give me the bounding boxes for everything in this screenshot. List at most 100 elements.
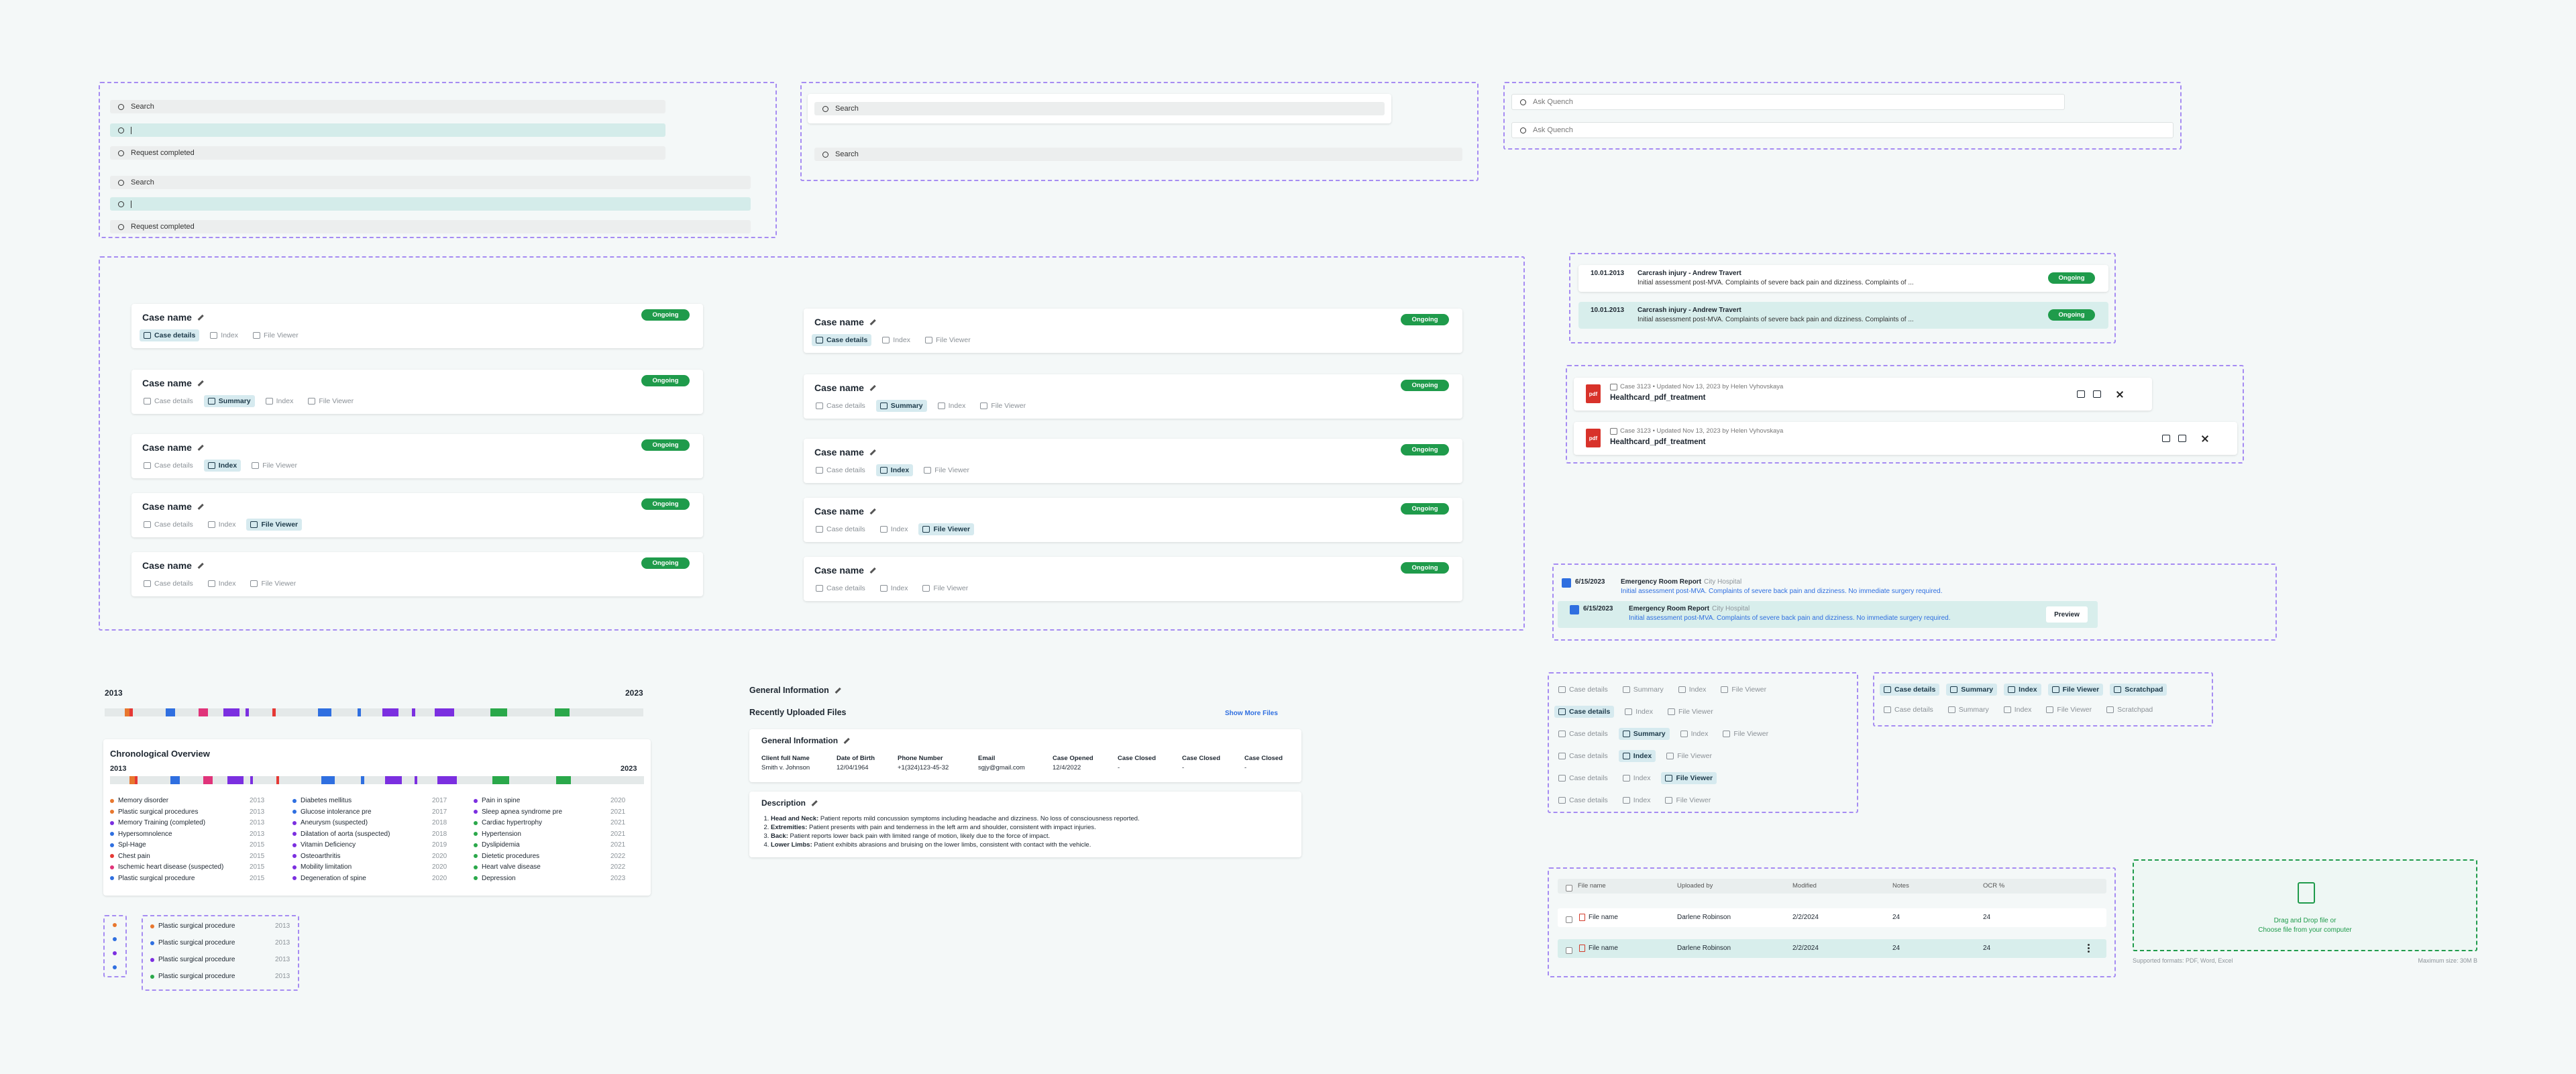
tab[interactable]: Index bbox=[934, 400, 970, 412]
tab[interactable]: Index bbox=[262, 395, 298, 407]
row-menu[interactable] bbox=[2088, 944, 2090, 953]
tab[interactable]: Case details bbox=[812, 523, 869, 535]
tab[interactable]: File Viewer bbox=[1662, 750, 1716, 762]
tab[interactable]: Index bbox=[206, 329, 242, 341]
tab[interactable]: Case details bbox=[812, 464, 869, 476]
tab[interactable]: Scratchpad bbox=[2110, 684, 2167, 696]
select-all[interactable] bbox=[1566, 883, 1572, 895]
ask-input[interactable]: Ask Quench bbox=[1511, 94, 2065, 110]
tab[interactable]: File Viewer bbox=[1661, 772, 1717, 784]
tab[interactable]: Index bbox=[1619, 794, 1655, 806]
add-button[interactable] bbox=[2093, 390, 2101, 398]
tab[interactable]: File Viewer bbox=[1664, 706, 1717, 718]
tab[interactable]: Index bbox=[875, 464, 914, 476]
comment-button[interactable] bbox=[2162, 435, 2170, 442]
event-row[interactable]: 10.01.2013 Carcrash injury - Andrew Trave… bbox=[1578, 265, 2108, 292]
tab[interactable]: Case details bbox=[1554, 794, 1612, 806]
tab[interactable]: Case details bbox=[1554, 750, 1612, 762]
ask-input[interactable]: Ask Quench bbox=[1511, 122, 2174, 138]
pdf-row[interactable]: pdf Case 3123 • Updated Nov 13, 2023 by H… bbox=[1574, 378, 2152, 411]
tab[interactable]: File Viewer bbox=[1719, 728, 1772, 740]
tab[interactable]: Summary bbox=[875, 400, 927, 412]
tab[interactable]: Index bbox=[1618, 750, 1656, 762]
tab-bar: Case details Index File Viewer bbox=[140, 519, 303, 531]
table-row[interactable]: File name Darlene Robinson 2/2/2024 24 24 bbox=[1558, 908, 2106, 927]
tab[interactable]: File Viewer bbox=[246, 578, 300, 590]
tab[interactable]: Case details bbox=[812, 582, 869, 594]
search-input-focused[interactable] bbox=[110, 197, 751, 211]
tab[interactable]: Case details bbox=[140, 460, 197, 472]
chronology-item: Osteoarthritis bbox=[292, 853, 340, 860]
tab[interactable]: Index bbox=[878, 334, 914, 346]
search-input[interactable]: Search bbox=[110, 176, 751, 189]
tab[interactable]: File Viewer bbox=[920, 464, 973, 476]
tab[interactable]: File Viewer bbox=[249, 329, 303, 341]
tab[interactable]: Case details bbox=[140, 329, 200, 341]
tab[interactable]: File Viewer bbox=[976, 400, 1030, 412]
tab[interactable]: Case details bbox=[812, 334, 872, 346]
dot bbox=[292, 865, 297, 869]
tab[interactable]: Index bbox=[204, 578, 240, 590]
tab[interactable]: Case details bbox=[1880, 704, 1937, 716]
tab[interactable]: Scratchpad bbox=[2102, 704, 2157, 716]
search-input[interactable]: Search bbox=[110, 100, 665, 113]
tab[interactable]: File Viewer bbox=[2047, 684, 2104, 696]
dropzone[interactable]: Drag and Drop file or Choose file from yo… bbox=[2133, 859, 2477, 951]
tab[interactable]: Case details bbox=[1554, 706, 1615, 718]
tab[interactable]: Case details bbox=[1554, 772, 1612, 784]
add-button[interactable] bbox=[2178, 435, 2186, 442]
tab[interactable]: Index bbox=[1676, 728, 1713, 740]
tab[interactable]: Summary bbox=[1944, 704, 1993, 716]
tab[interactable]: File Viewer bbox=[2042, 704, 2096, 716]
tab[interactable]: Index bbox=[1621, 706, 1657, 718]
tab[interactable]: Index bbox=[2000, 704, 2036, 716]
table-row[interactable]: File name Darlene Robinson 2/2/2024 24 24 bbox=[1558, 939, 2106, 958]
tab[interactable]: Case details bbox=[1880, 684, 1940, 696]
tab[interactable]: Case details bbox=[1554, 684, 1612, 696]
comment-button[interactable] bbox=[2077, 390, 2085, 398]
search-input[interactable]: Search bbox=[814, 148, 1462, 161]
tab[interactable]: File Viewer bbox=[304, 395, 358, 407]
tab[interactable]: File Viewer bbox=[918, 523, 975, 535]
tab[interactable]: Summary bbox=[203, 395, 255, 407]
event-row[interactable]: 10.01.2013 Carcrash injury - Andrew Trave… bbox=[1578, 302, 2108, 329]
show-more[interactable]: Show More Files bbox=[1225, 710, 1278, 717]
tab[interactable]: File Viewer bbox=[246, 519, 303, 531]
tab[interactable]: File Viewer bbox=[248, 460, 301, 472]
tab[interactable]: Index bbox=[876, 582, 912, 594]
preview-button[interactable]: Preview bbox=[2046, 606, 2088, 623]
tab[interactable]: Summary bbox=[1618, 728, 1670, 740]
search-input-focused[interactable] bbox=[110, 123, 665, 137]
tab-icon bbox=[2114, 686, 2122, 693]
tab[interactable]: File Viewer bbox=[921, 334, 975, 346]
tab[interactable]: Index bbox=[204, 519, 240, 531]
tab[interactable]: Summary bbox=[1619, 684, 1668, 696]
search-input[interactable]: Search bbox=[814, 102, 1385, 115]
upload-line2[interactable]: Choose file from your computer bbox=[2258, 926, 2352, 934]
tab[interactable]: Case details bbox=[140, 519, 197, 531]
tab[interactable]: Index bbox=[2004, 684, 2041, 696]
tab[interactable]: Case details bbox=[812, 400, 869, 412]
row-select[interactable] bbox=[1566, 914, 1572, 926]
tab[interactable]: Index bbox=[876, 523, 912, 535]
pdf-row[interactable]: pdf Case 3123 • Updated Nov 13, 2023 by H… bbox=[1574, 422, 2237, 455]
tab[interactable]: Index bbox=[203, 460, 241, 472]
case-header: Case name bbox=[142, 442, 204, 453]
row-select[interactable] bbox=[1566, 945, 1572, 957]
tab[interactable]: Case details bbox=[140, 578, 197, 590]
tab[interactable]: Summary bbox=[1946, 684, 1998, 696]
tab-icon bbox=[924, 337, 932, 343]
tab[interactable]: File Viewer bbox=[918, 582, 972, 594]
tab[interactable]: Case details bbox=[1554, 728, 1612, 740]
tab[interactable]: Index bbox=[1674, 684, 1711, 696]
search-panel bbox=[800, 82, 1479, 181]
tab[interactable]: File Viewer bbox=[1661, 794, 1715, 806]
tab[interactable]: File Viewer bbox=[1717, 684, 1770, 696]
close-button[interactable] bbox=[2116, 390, 2124, 398]
report-row[interactable]: 6/15/2023 Emergency Room Report City Hospi… bbox=[1558, 601, 2098, 628]
tab[interactable]: Case details bbox=[140, 395, 197, 407]
tab[interactable]: Index bbox=[1619, 772, 1655, 784]
report-row[interactable]: 6/15/2023 Emergency Room Report City Hospi… bbox=[1558, 574, 2027, 595]
case-card: Case name Case details Index File Viewer Ong… bbox=[804, 557, 1462, 601]
close-button[interactable] bbox=[2201, 435, 2209, 442]
